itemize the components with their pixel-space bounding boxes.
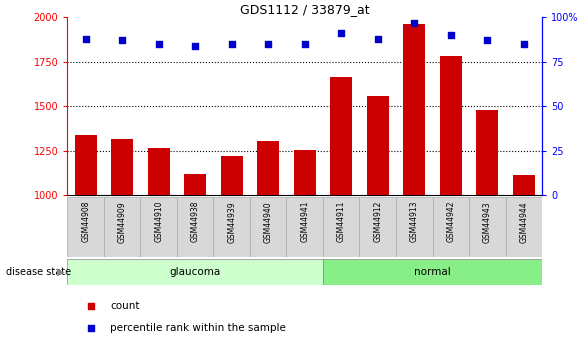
- Text: count: count: [110, 301, 139, 311]
- Bar: [67, 259, 323, 285]
- Point: [154, 41, 163, 47]
- Point: [227, 41, 236, 47]
- Bar: [432, 197, 469, 257]
- Text: normal: normal: [414, 267, 451, 277]
- Point: [117, 38, 127, 43]
- Bar: [221, 156, 243, 195]
- Point: [373, 36, 383, 41]
- Text: GSM44910: GSM44910: [154, 201, 163, 243]
- Text: GSM44911: GSM44911: [337, 201, 346, 242]
- Point: [190, 43, 200, 48]
- Text: GSM44913: GSM44913: [410, 201, 419, 243]
- Bar: [67, 197, 104, 257]
- Bar: [177, 197, 213, 257]
- Point: [410, 20, 419, 25]
- Title: GDS1112 / 33879_at: GDS1112 / 33879_at: [240, 3, 370, 16]
- Text: GSM44943: GSM44943: [483, 201, 492, 243]
- Bar: [294, 150, 316, 195]
- Point: [446, 32, 455, 38]
- Bar: [184, 175, 206, 195]
- Text: GSM44909: GSM44909: [118, 201, 127, 243]
- Text: GSM44940: GSM44940: [264, 201, 272, 243]
- Point: [516, 223, 525, 229]
- Text: GSM44938: GSM44938: [190, 201, 200, 243]
- Bar: [403, 24, 425, 195]
- Point: [483, 38, 492, 43]
- Text: disease state: disease state: [6, 267, 71, 277]
- Bar: [513, 175, 535, 195]
- Point: [81, 36, 90, 41]
- Bar: [257, 141, 279, 195]
- Point: [519, 41, 529, 47]
- Text: GSM44908: GSM44908: [81, 201, 90, 243]
- Text: percentile rank within the sample: percentile rank within the sample: [110, 323, 286, 333]
- Point: [300, 41, 309, 47]
- Bar: [74, 135, 97, 195]
- Bar: [506, 197, 542, 257]
- Text: ▶: ▶: [57, 267, 64, 277]
- Text: glaucoma: glaucoma: [169, 267, 221, 277]
- Bar: [396, 197, 432, 257]
- Bar: [440, 56, 462, 195]
- Bar: [213, 197, 250, 257]
- Bar: [476, 110, 498, 195]
- Text: GSM44944: GSM44944: [519, 201, 529, 243]
- Point: [516, 19, 525, 25]
- Bar: [148, 148, 169, 195]
- Bar: [469, 197, 506, 257]
- Bar: [287, 197, 323, 257]
- Point: [264, 41, 273, 47]
- Text: GSM44912: GSM44912: [373, 201, 382, 242]
- Text: GSM44939: GSM44939: [227, 201, 236, 243]
- Point: [336, 30, 346, 36]
- Text: GSM44941: GSM44941: [300, 201, 309, 243]
- Bar: [367, 96, 389, 195]
- Text: GSM44942: GSM44942: [447, 201, 455, 243]
- Bar: [141, 197, 177, 257]
- Bar: [323, 197, 359, 257]
- Bar: [104, 197, 141, 257]
- Bar: [359, 197, 396, 257]
- Bar: [331, 77, 352, 195]
- Bar: [250, 197, 287, 257]
- Bar: [323, 259, 542, 285]
- Bar: [111, 139, 133, 195]
